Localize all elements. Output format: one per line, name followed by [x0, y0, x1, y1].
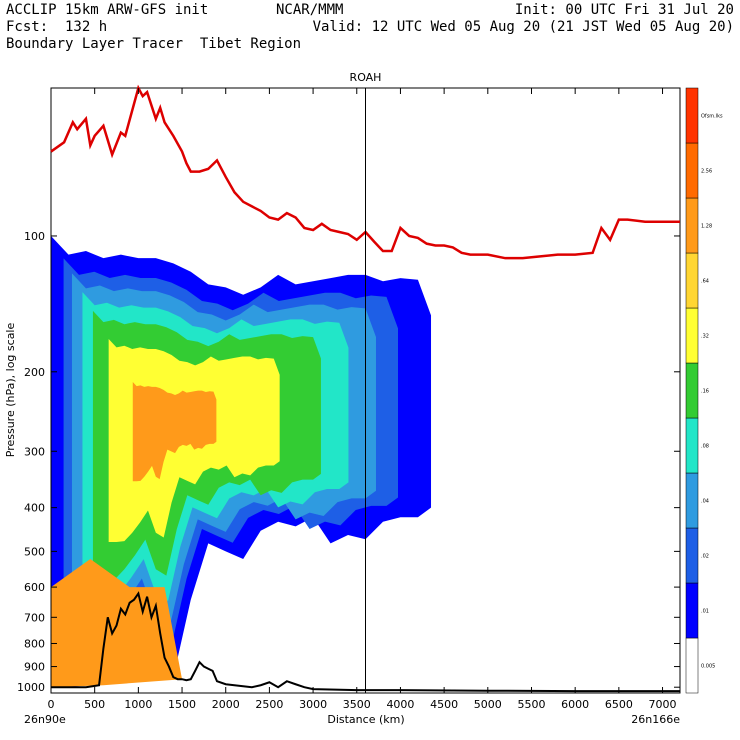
colorbar-label: Ofsm.lks — [701, 114, 723, 120]
x-tick-label: 3000 — [299, 698, 327, 711]
y-tick-label: 100 — [24, 230, 45, 243]
colorbar-label: .01 — [701, 609, 709, 615]
x-tick-label: 1000 — [124, 698, 152, 711]
y-tick-label: 500 — [24, 545, 45, 558]
x-axis-label: Distance (km) — [327, 713, 404, 726]
colorbar-label: .08 — [701, 444, 709, 450]
x-end-label: 26n166e — [631, 713, 680, 726]
x-tick-label: 500 — [84, 698, 105, 711]
x-tick-label: 2500 — [255, 698, 283, 711]
colorbar-label: 0.005 — [701, 664, 715, 670]
colorbar-label: 2.56 — [701, 169, 712, 175]
colorbar-label: .32 — [701, 334, 709, 340]
colorbar-swatch — [685, 417, 699, 474]
colorbar-label: .16 — [701, 389, 709, 395]
x-tick-label: 4500 — [430, 698, 458, 711]
y-tick-label: 200 — [24, 366, 45, 379]
colorbar-swatch — [685, 197, 699, 254]
forecast-hour: Fcst: 132 h — [6, 19, 108, 35]
x-tick-label: 5500 — [517, 698, 545, 711]
y-tick-label: 700 — [24, 611, 45, 624]
colorbar-label: .04 — [701, 499, 709, 505]
chart-title: ROAH — [350, 71, 382, 84]
y-tick-label: 1000 — [17, 681, 45, 694]
x-tick-label: 0 — [48, 698, 55, 711]
x-start-label: 26n90e — [24, 713, 66, 726]
x-tick-label: 3500 — [343, 698, 371, 711]
product-title: Boundary Layer Tracer Tibet Region — [6, 36, 302, 52]
colorbar-swatch — [685, 472, 699, 529]
x-tick-label: 4000 — [386, 698, 414, 711]
init-time: Init: 00 UTC Fri 31 Jul 20 — [514, 2, 734, 18]
y-tick-label: 300 — [24, 445, 45, 458]
x-tick-label: 1500 — [168, 698, 196, 711]
institution-label: NCAR/MMM — [276, 2, 344, 18]
tracer-field-level — [132, 382, 217, 482]
colorbar-swatch — [685, 637, 699, 694]
x-tick-label: 6000 — [561, 698, 589, 711]
colorbar-swatch — [685, 307, 699, 364]
run-title: ACCLIP 15km ARW-GFS init — [6, 2, 209, 18]
terrain-line — [51, 591, 680, 693]
y-tick-label: 400 — [24, 502, 45, 515]
y-tick-label: 800 — [24, 637, 45, 650]
y-tick-label: 900 — [24, 661, 45, 674]
colorbar-swatch — [685, 527, 699, 584]
x-tick-label: 2000 — [212, 698, 240, 711]
colorbar-swatch — [685, 362, 699, 419]
colorbar-swatch — [685, 142, 699, 199]
y-axis-label: Pressure (hPa), log scale — [4, 323, 17, 458]
x-tick-label: 6500 — [605, 698, 633, 711]
x-tick-label: 7000 — [649, 698, 677, 711]
x-tick-label: 5000 — [474, 698, 502, 711]
colorbar-label: .64 — [701, 279, 709, 285]
colorbar-swatch — [685, 87, 699, 144]
colorbar-label: 1.28 — [701, 224, 712, 230]
colorbar-swatch — [685, 252, 699, 309]
y-tick-label: 600 — [24, 581, 45, 594]
colorbar-swatch — [685, 582, 699, 639]
valid-time: Valid: 12 UTC Wed 05 Aug 20 (21 JST Wed … — [312, 19, 734, 35]
colorbar-label: .02 — [701, 554, 709, 560]
